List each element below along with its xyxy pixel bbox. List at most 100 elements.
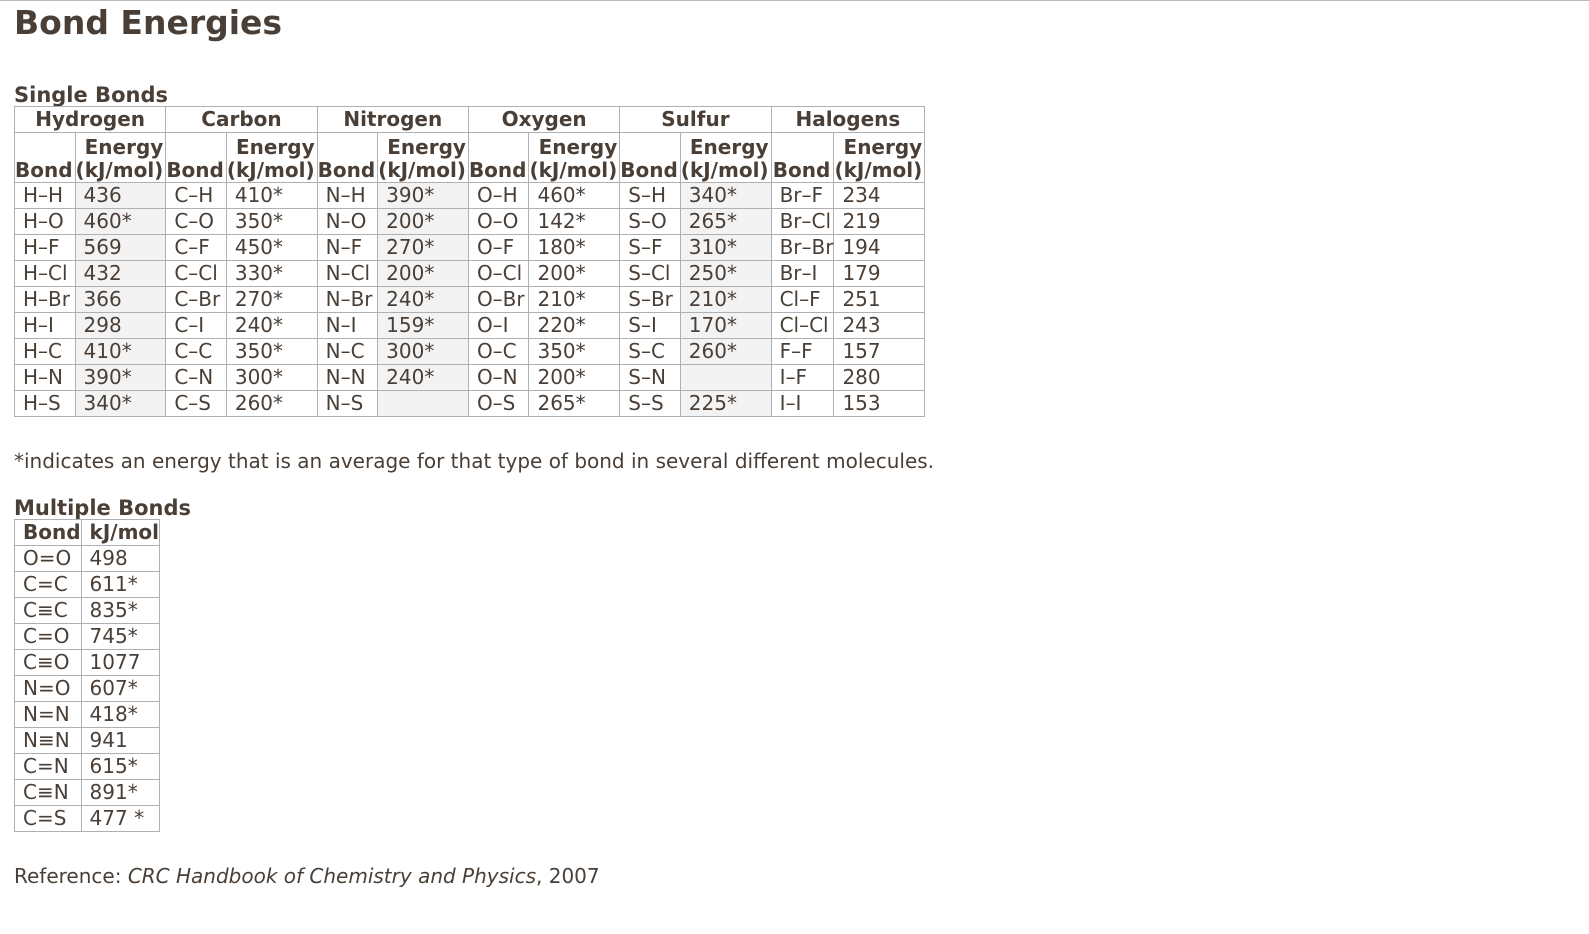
bond-cell: O–S [467, 390, 530, 417]
energy-cell: 450* [225, 234, 318, 261]
bond-cell: Br–Cl [770, 208, 835, 235]
energy-cell [679, 364, 772, 391]
energy-cell: 219 [833, 208, 926, 235]
table-row: O=O 498 [14, 545, 161, 572]
energy-cell: 225* [679, 390, 772, 417]
column-header-bond: Bond [467, 132, 530, 183]
column-header-bond: Bond [165, 132, 227, 183]
table-row: C=N 615* [14, 753, 161, 780]
bond-cell: O–C [467, 338, 530, 365]
energy-cell: 240* [377, 286, 469, 313]
energy-cell: 280 [833, 364, 926, 391]
bond-cell: S–Cl [619, 260, 681, 287]
energy-cell: 240* [225, 312, 318, 339]
group-header: Carbon [165, 106, 318, 133]
energy-cell: 234 [833, 182, 926, 209]
bond-cell: N–F [316, 234, 379, 261]
bond-cell: S–C [619, 338, 681, 365]
bond-cell: S–H [619, 182, 681, 209]
table-row: H–F 569 C–F 450* N–F 270* O–F 180* S–F 310* Br–Br 1… [14, 234, 926, 261]
bond-cell: N≡N [14, 727, 82, 754]
bond-cell: N–O [316, 208, 379, 235]
table-row: H–O 460* C–O 350* N–O 200* O–O 142* S–O 265* Br–Cl… [14, 208, 926, 235]
energy-cell: 240* [377, 364, 469, 391]
energy-cell: 418* [80, 701, 161, 728]
bond-cell: Br–I [770, 260, 835, 287]
bond-cell: N=N [14, 701, 82, 728]
bond-cell: S–Br [619, 286, 681, 313]
bond-cell: O=O [14, 545, 82, 572]
table-row: N=O 607* [14, 675, 161, 702]
bond-cell: I–F [770, 364, 835, 391]
bond-cell: Cl–Cl [770, 312, 835, 339]
page-title: Bond Energies [14, 3, 283, 42]
bond-cell: S–F [619, 234, 681, 261]
bond-cell: O–H [467, 182, 530, 209]
energy-cell: 265* [679, 208, 772, 235]
energy-cell: 265* [528, 390, 621, 417]
energy-cell: 432 [74, 260, 167, 287]
energy-cell: 194 [833, 234, 926, 261]
bond-cell: O–Br [467, 286, 530, 313]
energy-cell: 200* [528, 364, 621, 391]
energy-label: Energy [387, 135, 466, 159]
energy-label: Energy [689, 135, 769, 159]
energy-cell: 210* [528, 286, 621, 313]
bond-cell: O–I [467, 312, 530, 339]
table-row: H–Br 366 C–Br 270* N–Br 240* O–Br 210* S–Br 210* C… [14, 286, 926, 313]
energy-cell: 615* [80, 753, 161, 780]
energy-cell: 569 [74, 234, 167, 261]
bond-cell: C–I [165, 312, 227, 339]
bond-cell: H–C [14, 338, 76, 365]
bond-cell: N–Br [316, 286, 379, 313]
energy-cell: 243 [833, 312, 926, 339]
bond-cell: F–F [770, 338, 835, 365]
table-row: N≡N 941 [14, 727, 161, 754]
energy-cell: 607* [80, 675, 161, 702]
energy-cell: 460* [74, 208, 167, 235]
bond-cell: H–I [14, 312, 76, 339]
column-header-row: Bond Energy (kJ/mol) Bond Energy (kJ/mol) Bond… [14, 132, 926, 183]
bond-cell: C≡N [14, 779, 82, 806]
bond-cell: O–O [467, 208, 530, 235]
energy-cell: 350* [225, 208, 318, 235]
energy-cell: 1077 [80, 649, 161, 676]
energy-cell: 179 [833, 260, 926, 287]
bond-cell: C=C [14, 571, 82, 598]
reference-prefix: Reference: [14, 864, 128, 888]
bond-cell: C–Br [165, 286, 227, 313]
energy-label: Energy [235, 135, 315, 159]
energy-cell: 436 [74, 182, 167, 209]
bond-cell: S–N [619, 364, 681, 391]
energy-cell: 298 [74, 312, 167, 339]
energy-cell: 220* [528, 312, 621, 339]
energy-unit: (kJ/mol) [834, 158, 923, 182]
energy-cell: 310* [679, 234, 772, 261]
bond-cell: H–S [14, 390, 76, 417]
table-row: C=C 611* [14, 571, 161, 598]
average-note: *indicates an energy that is an average … [14, 449, 935, 473]
group-header: Oxygen [467, 106, 621, 133]
bond-cell: S–O [619, 208, 681, 235]
energy-cell: 941 [80, 727, 161, 754]
bond-cell: Br–F [770, 182, 835, 209]
table-row: H–N 390* C–N 300* N–N 240* O–N 200* S–N I–F 280 [14, 364, 926, 391]
table-row: H–S 340* C–S 260* N–S O–S 265* S–S 225* I–I 153 [14, 390, 926, 417]
energy-cell: 300* [225, 364, 318, 391]
column-header-energy: Energy (kJ/mol) [225, 132, 318, 183]
bond-cell: C–N [165, 364, 227, 391]
table-row: H–Cl 432 C–Cl 330* N–Cl 200* O–Cl 200* S–Cl 250* B… [14, 260, 926, 287]
group-header: Sulfur [619, 106, 772, 133]
table-row: H–I 298 C–I 240* N–I 159* O–I 220* S–I 170* Cl–Cl 2… [14, 312, 926, 339]
energy-unit: (kJ/mol) [378, 158, 466, 182]
group-header: Hydrogen [13, 106, 167, 133]
bond-cell: H–F [14, 234, 76, 261]
multi-header-row: Bond kJ/mol [14, 519, 161, 546]
energy-cell: 410* [225, 182, 318, 209]
energy-cell: 300* [377, 338, 469, 365]
energy-cell: 745* [80, 623, 161, 650]
energy-cell: 270* [377, 234, 469, 261]
bond-cell: H–H [14, 182, 76, 209]
energy-cell: 210* [679, 286, 772, 313]
single-bonds-table: Hydrogen Carbon Nitrogen Oxygen Sulfur Haloge… [13, 106, 926, 417]
